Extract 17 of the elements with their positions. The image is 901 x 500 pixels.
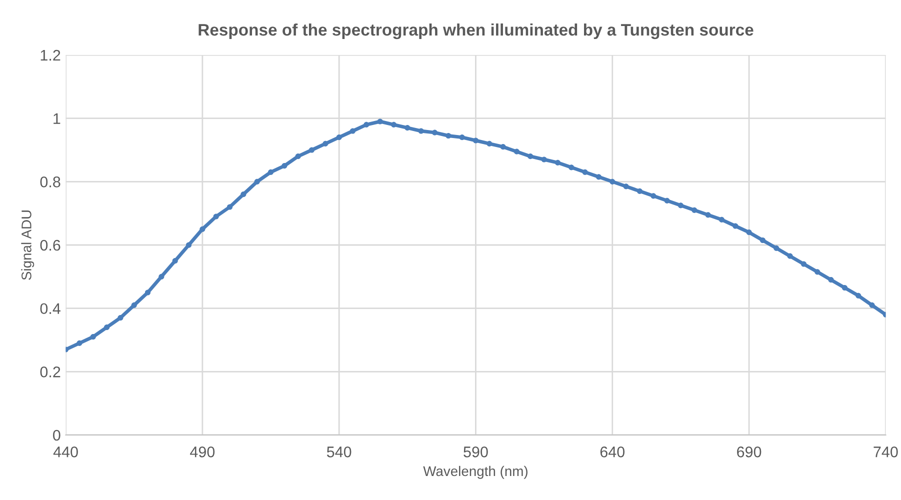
y-tick-label: 0.6 (40, 240, 60, 251)
x-tick-label: 640 (600, 446, 625, 458)
y-tick-label: 0.8 (40, 176, 60, 188)
y-tick-label: 0.4 (40, 303, 60, 314)
x-axis-title: Wavelength (nm) (423, 466, 528, 479)
y-tick-label: 0.2 (40, 366, 60, 378)
x-tick-label: 540 (326, 446, 352, 458)
x-tick-label: 690 (737, 446, 762, 458)
x-tick-label: 440 (53, 446, 78, 458)
x-tick-label: 590 (464, 446, 488, 458)
y-axis-title: Signal ADU (21, 210, 34, 280)
x-tick-label: 490 (190, 446, 215, 458)
y-tick-label: 1.2 (40, 50, 60, 61)
chart-title: Response of the spectrograph when illuminated by a Tungsten source (198, 23, 754, 40)
y-tick-label: 0 (53, 430, 60, 441)
y-tick-label: 1 (54, 113, 60, 124)
x-tick-label: 740 (874, 446, 898, 458)
